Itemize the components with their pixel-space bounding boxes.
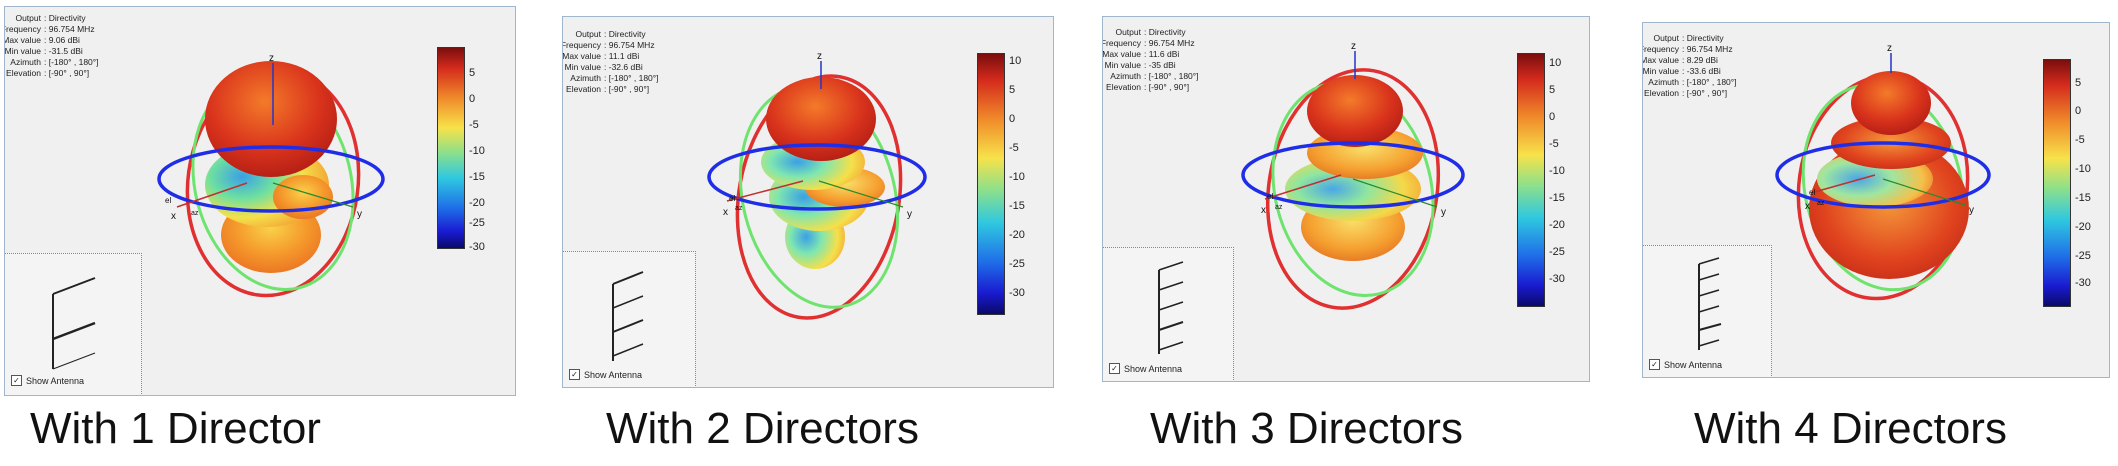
radiation-pattern-3d[interactable]: z x y az el	[5, 7, 515, 395]
radiation-pattern-3d[interactable]: z x y az el	[1643, 23, 2109, 377]
info-block: Output: Directivity Frequency: 96.754 MH…	[1102, 27, 1199, 92]
checkbox-checked-icon[interactable]: ✓	[11, 375, 22, 386]
checkbox-checked-icon[interactable]: ✓	[1649, 359, 1660, 370]
colorbar: 10 5 0 -5 -10 -15 -20 -25 -30	[1517, 53, 1577, 307]
caption-3: With 3 Directors	[1150, 404, 1463, 453]
z-axis-label: z	[817, 51, 822, 62]
colorbar: 5 0 -5 -10 -15 -20 -25 -30	[437, 47, 497, 253]
z-axis-label: z	[1887, 43, 1892, 54]
show-antenna-checkbox[interactable]: ✓ Show Antenna	[11, 375, 84, 386]
show-antenna-checkbox[interactable]: ✓ Show Antenna	[1649, 359, 1722, 370]
checkbox-checked-icon[interactable]: ✓	[569, 369, 580, 380]
pattern-panel-1: Output: Directivity Frequency: 96.754 MH…	[4, 6, 516, 396]
el-label: el	[1267, 192, 1273, 201]
az-label: az	[1275, 204, 1283, 211]
az-label: az	[1817, 200, 1825, 207]
colorbar: 5 0 -5 -10 -15 -20 -25 -30	[2043, 59, 2103, 307]
yagi-antenna-icon	[1158, 261, 1184, 354]
checkbox-checked-icon[interactable]: ✓	[1109, 363, 1120, 374]
show-antenna-checkbox[interactable]: ✓ Show Antenna	[1109, 363, 1182, 374]
antenna-preview	[5, 253, 142, 395]
x-axis-label: x	[1805, 201, 1810, 212]
radiation-pattern-3d[interactable]: z x y az el	[1103, 17, 1589, 381]
x-axis-label: x	[723, 207, 728, 218]
z-axis-label: z	[1351, 41, 1356, 52]
y-axis-label: y	[1441, 207, 1446, 218]
el-label: el	[729, 194, 735, 203]
az-label: az	[191, 210, 199, 217]
el-label: el	[165, 196, 171, 205]
y-axis-label: y	[357, 209, 362, 220]
colorbar: 10 5 0 -5 -10 -15 -20 -25 -30	[977, 53, 1037, 315]
info-block: Output: Directivity Frequency: 96.754 MH…	[562, 29, 659, 94]
caption-4: With 4 Directors	[1694, 404, 2007, 453]
antenna-preview	[1643, 245, 1772, 377]
antenna-preview	[1103, 247, 1234, 381]
pattern-panel-2: Output: Directivity Frequency: 96.754 MH…	[562, 16, 1054, 388]
y-axis-label: y	[1969, 205, 1974, 216]
el-label: el	[1809, 188, 1815, 197]
caption-2: With 2 Directors	[606, 404, 919, 453]
x-axis-label: x	[171, 211, 176, 222]
az-label: az	[735, 205, 743, 212]
caption-1: With 1 Director	[30, 404, 321, 453]
info-block: Output: Directivity Frequency: 96.754 MH…	[1642, 33, 1737, 98]
antenna-preview	[563, 251, 696, 387]
pattern-panel-3: Output: Directivity Frequency: 96.754 MH…	[1102, 16, 1590, 382]
pattern-panel-4: Output: Directivity Frequency: 96.754 MH…	[1642, 22, 2110, 378]
y-axis-label: y	[907, 209, 912, 220]
yagi-antenna-icon	[52, 277, 96, 370]
info-block: Output: Directivity Frequency: 96.754 MH…	[4, 13, 99, 78]
yagi-antenna-icon	[612, 271, 644, 361]
radiation-pattern-3d[interactable]: z x y az el	[563, 17, 1053, 387]
yagi-antenna-icon	[1698, 257, 1722, 350]
z-axis-label: z	[269, 53, 274, 64]
show-antenna-checkbox[interactable]: ✓ Show Antenna	[569, 369, 642, 380]
x-axis-label: x	[1261, 205, 1266, 216]
